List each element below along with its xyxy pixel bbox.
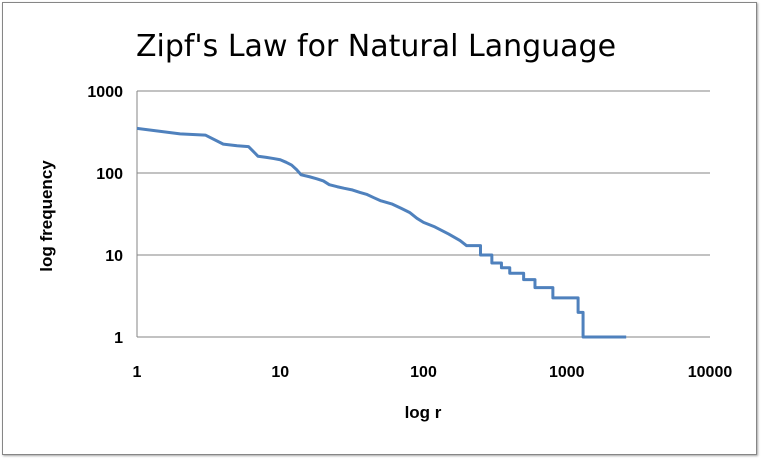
- series: [136, 126, 627, 339]
- x-tick-label: 1: [133, 364, 142, 381]
- grid: [137, 90, 710, 256]
- x-axis-label: log r: [405, 403, 442, 422]
- y-tick-label: 1: [114, 330, 123, 347]
- x-tick-label: 10000: [688, 364, 733, 381]
- y-axis-label: log frequency: [37, 160, 56, 272]
- x-tick-label: 100: [410, 364, 437, 381]
- y-tick-label: 1000: [87, 84, 123, 101]
- series-line-0: [136, 126, 627, 339]
- x-tick-label: 1000: [549, 364, 585, 381]
- x-tick-label: 10: [271, 364, 289, 381]
- chart-title: Zipf's Law for Natural Language: [136, 29, 616, 64]
- tick-labels: 1 10 100 1000 1 10 100 1000 10000: [87, 84, 732, 381]
- axes: [136, 91, 710, 338]
- y-tick-label: 10: [105, 248, 123, 265]
- chart-frame: [2, 2, 757, 455]
- y-tick-label: 100: [96, 166, 123, 183]
